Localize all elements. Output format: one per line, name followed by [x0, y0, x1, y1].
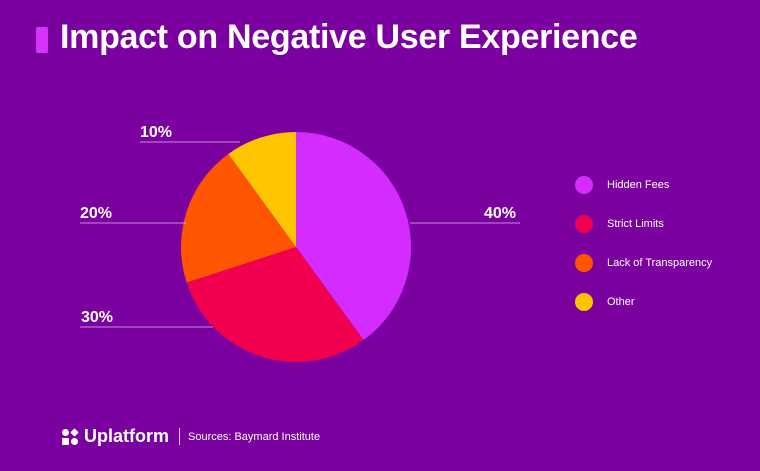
value-label: 40% [484, 205, 516, 222]
chart-title: Impact on Negative User Experience [60, 18, 638, 56]
pie-slice-lack-of-transparency [180, 153, 296, 283]
value-label: 20% [80, 205, 112, 222]
footer: Uplatform Sources: Baymard Institute [62, 426, 320, 447]
legend-swatch [575, 215, 593, 233]
legend: Hidden Fees Strict Limits Lack of Transpar… [575, 175, 712, 331]
brand-name: Uplatform [84, 426, 169, 446]
legend-label: Lack of Transparency [607, 257, 713, 269]
footer-divider [179, 428, 180, 445]
legend-item: Lack of Transparency [575, 253, 712, 273]
title-accent-bar [36, 27, 48, 53]
source-text: Sources: Baymard Institute [188, 430, 321, 443]
pie-slice-other [228, 132, 296, 247]
leader-lines [80, 141, 520, 328]
pie-slice-hidden-fees [296, 132, 412, 341]
legend-item: Hidden Fees [575, 175, 712, 195]
value-label: 10% [140, 124, 172, 141]
legend-label: Other [607, 296, 635, 308]
value-labels: 40% 30% 20% 10% [80, 124, 516, 326]
pie-slice-strict-limits [186, 247, 364, 363]
legend-label: Strict Limits [607, 218, 664, 230]
legend-item: Other [575, 292, 712, 312]
legend-item: Strict Limits [575, 214, 712, 234]
uplatform-logo-icon [62, 427, 79, 445]
legend-swatch [575, 254, 593, 272]
legend-swatch [575, 176, 593, 194]
pie-slices [180, 132, 412, 363]
legend-swatch [575, 293, 593, 311]
legend-label: Hidden Fees [607, 179, 670, 191]
value-label: 30% [81, 309, 113, 326]
